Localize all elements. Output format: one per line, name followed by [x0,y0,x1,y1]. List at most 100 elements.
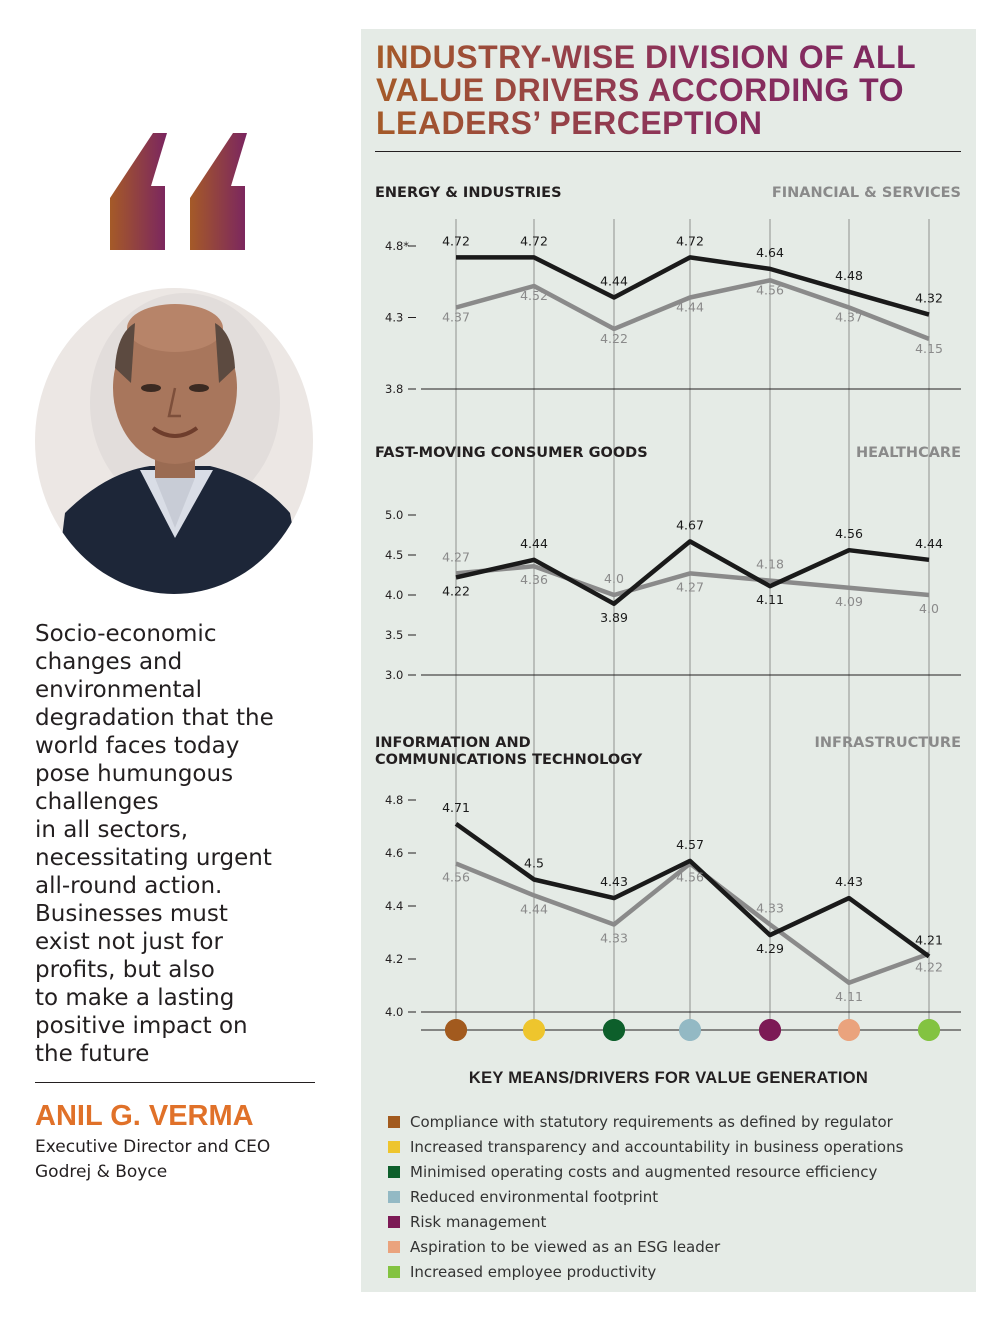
quote-line: changes and [35,649,183,675]
data-label: 4.0 [604,571,624,586]
data-label: 4.37 [835,309,863,324]
series-name-left: ENERGY & INDUSTRIES [375,185,562,201]
legend-label: Compliance with statutory requirements a… [410,1112,893,1131]
quote-line: world faces today [35,733,240,759]
divider [35,1082,315,1083]
data-label: 4.56 [756,282,784,297]
quote-line: pose humungous [35,761,234,787]
data-label: 4.57 [676,837,704,852]
legend-swatch [388,1190,400,1203]
data-label: 4.33 [600,931,628,946]
legend-item: Minimised operating costs and augmented … [388,1159,903,1184]
data-label: 4.56 [442,870,470,885]
legend-label: Reduced environmental footprint [410,1187,659,1206]
legend-swatch [388,1215,400,1228]
data-label: 4.72 [442,233,470,248]
legend-label: Increased transparency and accountabilit… [410,1137,904,1156]
data-label: 4.0 [919,601,939,616]
data-label: 4.67 [676,517,704,532]
quote-line: positive impact on [35,1013,248,1039]
person-title: Executive Director and CEO [35,1137,271,1157]
series-line [455,563,930,598]
data-label: 4.33 [756,901,784,916]
data-label: 4.56 [676,870,704,885]
legend-item: Reduced environmental footprint [388,1184,903,1209]
data-label: 4.5 [524,856,544,871]
y-tick-label: 4.2 [385,952,403,966]
quote-column: Socio-economic changes and environmental de… [0,0,350,1317]
quote-line: in all sectors, [35,817,189,843]
legend-swatch [388,1165,400,1178]
data-label: 4.43 [600,874,628,889]
data-label: 4.52 [520,288,548,303]
legend-title: KEY MEANS/DRIVERS FOR VALUE GENERATION [468,1069,869,1087]
data-label: 4.44 [520,901,548,916]
quote-line: profits, but also [35,957,215,983]
y-tick-label: 4.0 [385,1005,403,1019]
y-tick-label: 4.6 [385,846,403,860]
data-label: 4.18 [756,557,784,572]
data-label: 4.36 [520,572,548,587]
driver-dot [759,1019,781,1041]
legend-item: Aspiration to be viewed as an ESG leader [388,1234,903,1259]
data-label: 4.37 [442,309,470,324]
quote-line: environmental [35,677,202,703]
legend-swatch [388,1240,400,1253]
data-label: 4.64 [756,245,784,260]
y-tick-label: 5.0 [385,508,403,522]
data-label: 4.29 [756,941,784,956]
data-label: 4.44 [676,299,704,314]
legend-swatch [388,1140,400,1153]
data-label: 4.21 [915,932,943,947]
data-label: 4.44 [600,273,628,288]
y-tick-label: 4.0 [385,588,403,602]
data-label: 3.89 [600,610,628,625]
legend-item: Compliance with statutory requirements a… [388,1109,903,1134]
series-name-right: FINANCIAL & SERVICES [772,185,961,201]
data-label: 4.11 [835,989,863,1004]
quote-line: to make a lasting [35,985,235,1011]
data-label: 4.72 [520,233,548,248]
series-line [455,539,930,607]
legend-label: Aspiration to be viewed as an ESG leader [410,1237,721,1256]
data-label: 4.43 [835,874,863,889]
quote-line: Socio-economic [35,621,217,647]
quote-line: challenges [35,789,159,815]
y-tick-label: 4.8* [385,239,409,253]
driver-dot [523,1019,545,1041]
quote-line: exist not just for [35,929,223,955]
quote-line: all-round action. [35,873,223,899]
legend-label: Increased employee productivity [410,1262,657,1281]
data-label: 4.22 [600,331,628,346]
quote-line: degradation that the [35,705,274,731]
legend-item: Risk management [388,1209,903,1234]
series-name-right: HEALTHCARE [856,445,961,461]
legend-swatch [388,1265,400,1278]
legend-item: Increased employee productivity [388,1259,903,1284]
driver-dot [603,1019,625,1041]
data-label: 4.72 [676,233,704,248]
data-label: 4.09 [835,594,863,609]
driver-dot [445,1019,467,1041]
quote-line: the future [35,1041,150,1067]
data-label: 4.48 [835,268,863,283]
data-label: 4.27 [676,579,704,594]
data-label: 4.22 [442,583,470,598]
y-tick-label: 4.3 [385,311,403,325]
series-line [454,821,931,959]
data-label: 4.11 [756,592,784,607]
quote-line: Businesses must [35,901,228,927]
driver-dot [918,1019,940,1041]
series-line [456,255,930,317]
data-label: 4.22 [915,960,943,975]
person-name: ANIL G. VERMA [35,1100,254,1132]
y-tick-label: 3.5 [385,628,403,642]
line-charts: ENERGY & INDUSTRIES FINANCIAL & SERVICES 4… [375,185,961,1041]
legend: Compliance with statutory requirements a… [388,1109,903,1284]
y-tick-label: 4.4 [385,899,403,913]
series-name-left: COMMUNICATIONS TECHNOLOGY [375,752,643,768]
chart-panel: INDUSTRY-WISE DIVISION OF ALL VALUE DRIV… [361,29,976,1292]
quote-mark-icon [110,133,247,250]
data-label: 4.44 [520,536,548,551]
legend-label: Minimised operating costs and augmented … [410,1162,878,1181]
